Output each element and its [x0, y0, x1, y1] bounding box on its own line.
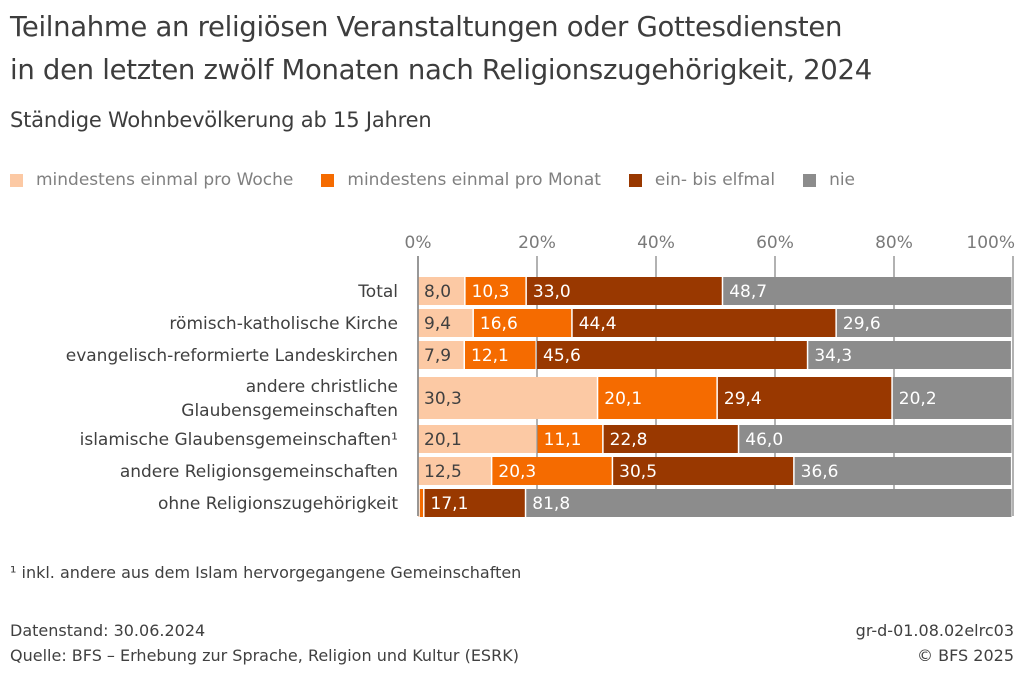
- data-label: 12,5: [424, 462, 462, 482]
- category-label: islamische Glaubensgemeinschaften¹: [80, 430, 398, 450]
- copyright: © BFS 2025: [917, 646, 1014, 665]
- chart-subtitle: Ständige Wohnbevölkerung ab 15 Jahren: [10, 108, 432, 132]
- bar-segment: [808, 341, 1011, 369]
- legend-item: nie: [803, 170, 855, 190]
- bar-segment: [418, 341, 464, 369]
- data-label: 45,6: [543, 346, 581, 366]
- category-label: römisch-katholische Kirche: [169, 314, 398, 334]
- data-label: 48,7: [729, 282, 767, 302]
- legend-item: ein- bis elfmal: [628, 170, 776, 190]
- data-label: 33,0: [533, 282, 571, 302]
- category-label: andere Religionsgemeinschaften: [120, 462, 398, 482]
- legend-swatch: [628, 173, 642, 187]
- x-tick-label: 60%: [756, 233, 794, 253]
- category-label: evangelisch-reformierte Landeskirchen: [66, 346, 398, 366]
- bar-chart: 0% 20% 40% 60% 80% 100% 8,0 10,3 33,0 48,7 Total 9,…: [66, 233, 1015, 517]
- bar-segment: [418, 425, 537, 453]
- legend-swatch: [803, 173, 817, 187]
- data-label: 9,4: [424, 314, 451, 334]
- x-tick-label: 80%: [875, 233, 913, 253]
- data-label: 11,1: [544, 430, 582, 450]
- bar-segment: [465, 277, 526, 305]
- data-label: 36,6: [801, 462, 839, 482]
- bar-segment: [492, 457, 612, 485]
- data-label: 22,8: [610, 430, 648, 450]
- x-tick-label: 0%: [405, 233, 432, 253]
- bar-segment: [723, 277, 1012, 305]
- source: Quelle: BFS – Erhebung zur Sprache, Reli…: [10, 646, 519, 665]
- category-label: Glaubensgemeinschaften: [181, 401, 398, 421]
- bar-segment: [419, 489, 424, 517]
- bar-segment: [418, 457, 491, 485]
- data-label: 12,1: [471, 346, 509, 366]
- bar-segment: [613, 457, 794, 485]
- bar-segment: [473, 309, 572, 337]
- bar-segment: [465, 341, 536, 369]
- legend-label: mindestens einmal pro Monat: [347, 170, 601, 190]
- legend-swatch: [10, 173, 23, 187]
- category-label: andere christliche: [246, 377, 398, 397]
- bar-segment: [836, 309, 1012, 337]
- bar-segment: [418, 309, 473, 337]
- bar-segment: [598, 377, 717, 419]
- data-label: 29,6: [843, 314, 881, 334]
- bar-segment: [717, 377, 892, 419]
- legend-label: ein- bis elfmal: [654, 170, 776, 190]
- data-label: 46,0: [745, 430, 783, 450]
- bar-segment: [572, 309, 836, 337]
- meta-right: gr-d-01.08.02elrc03 © BFS 2025: [856, 618, 1014, 668]
- bar-segment: [418, 277, 465, 305]
- bar-segment: [739, 425, 1012, 453]
- data-status: Datenstand: 30.06.2024: [10, 621, 206, 640]
- data-label: 8,0: [424, 282, 451, 302]
- bar-segment: [537, 425, 603, 453]
- legend-item: mindestens einmal pro Monat: [321, 170, 601, 190]
- x-tick-label: 40%: [637, 233, 675, 253]
- data-label: 20,2: [899, 389, 937, 409]
- chart-code: gr-d-01.08.02elrc03: [855, 621, 1014, 640]
- x-tick-label: 100%: [966, 233, 1015, 253]
- data-label: 20,3: [498, 462, 536, 482]
- chart-title: Teilnahme an religiösen Veranstaltungen …: [10, 6, 1020, 92]
- bar-segment: [526, 489, 1012, 517]
- data-label: 30,3: [424, 389, 462, 409]
- bar-segment: [603, 425, 738, 453]
- data-label: 10,3: [472, 282, 510, 302]
- bar-segment: [537, 341, 807, 369]
- data-label: 16,6: [480, 314, 518, 334]
- category-label: Total: [357, 282, 398, 302]
- data-label: 34,3: [814, 346, 852, 366]
- legend-label: mindestens einmal pro Woche: [36, 170, 294, 190]
- data-label: 20,1: [604, 389, 642, 409]
- category-label: ohne Religionszugehörigkeit: [158, 494, 398, 514]
- meta-left: Datenstand: 30.06.2024 Quelle: BFS – Erh…: [10, 618, 519, 668]
- data-label: 17,1: [431, 494, 469, 514]
- bar-segment: [794, 457, 1011, 485]
- chart-title-line2: in den letzten zwölf Monaten nach Religi…: [10, 54, 872, 86]
- legend-label: nie: [829, 170, 856, 190]
- legend-item: mindestens einmal pro Woche: [10, 170, 293, 190]
- legend: mindestens einmal pro Woche mindestens ei…: [10, 170, 883, 190]
- x-tick-label: 20%: [518, 233, 556, 253]
- bar-segment: [526, 277, 722, 305]
- legend-swatch: [321, 173, 335, 187]
- bar-segment: [418, 377, 597, 419]
- data-label: 20,1: [424, 430, 462, 450]
- chart-title-line1: Teilnahme an religiösen Veranstaltungen …: [10, 11, 843, 43]
- data-label: 7,9: [424, 346, 451, 366]
- data-label: 29,4: [724, 389, 762, 409]
- bar-segment: [892, 377, 1012, 419]
- data-label: 81,8: [532, 494, 570, 514]
- footnote: ¹ inkl. andere aus dem Islam hervorgegan…: [10, 563, 522, 582]
- bar-segment: [424, 489, 525, 517]
- data-label: 30,5: [619, 462, 657, 482]
- data-label: 44,4: [579, 314, 617, 334]
